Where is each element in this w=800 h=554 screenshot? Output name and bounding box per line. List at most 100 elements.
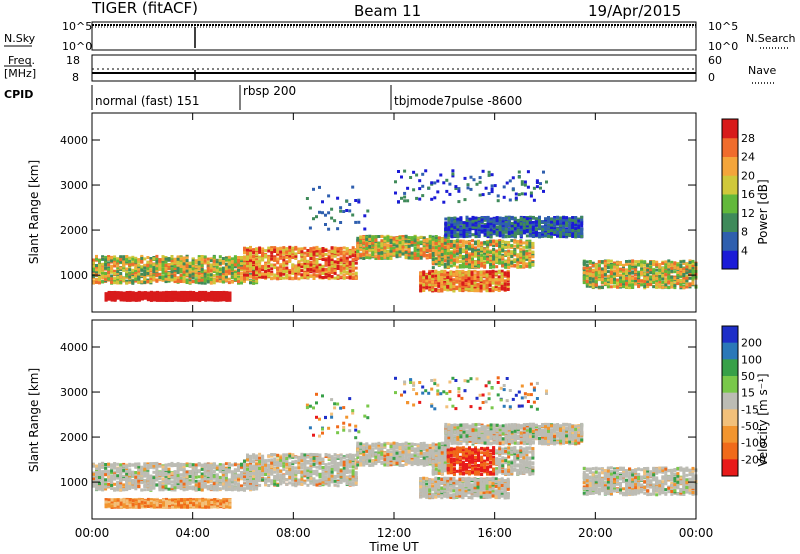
power-cell (149, 280, 153, 284)
power-cell (443, 241, 447, 245)
power-cell (516, 223, 520, 227)
power-cell (240, 271, 243, 275)
power-cell (389, 244, 393, 248)
power-cell (303, 274, 307, 278)
power-cell (571, 226, 575, 230)
power-cell (110, 280, 114, 284)
power-cell (321, 276, 325, 279)
power-cell (428, 244, 432, 248)
power-cell (585, 273, 589, 277)
power-cell (646, 269, 650, 272)
power-cell (98, 268, 101, 272)
power-cell (456, 232, 460, 236)
power-cell (288, 271, 292, 274)
power-cell (203, 279, 207, 283)
power-cell (643, 267, 647, 271)
power-cell (550, 223, 553, 227)
power-cell (422, 248, 426, 252)
power-cell (591, 285, 595, 289)
power-cell (282, 276, 286, 280)
power-cell (519, 222, 523, 226)
power-cell (550, 229, 553, 233)
power-cell (450, 217, 454, 221)
power-cell (422, 236, 426, 240)
power-cell (149, 264, 153, 268)
power-cell (167, 265, 171, 269)
power-cell (333, 271, 337, 275)
power-cell (437, 251, 441, 255)
power-cell (513, 216, 517, 220)
power-cell (519, 258, 523, 262)
power-cell (568, 232, 572, 236)
power-cell (522, 264, 526, 268)
power-cell (483, 232, 487, 236)
power-cell (125, 279, 129, 283)
power-cell (640, 267, 644, 271)
power-cell (237, 271, 240, 275)
power-cell (191, 276, 195, 280)
power-cell (597, 285, 601, 289)
power-cell (158, 278, 162, 282)
power-cell (531, 261, 535, 265)
power-cell (243, 269, 246, 273)
power-cell (562, 216, 566, 220)
power-cell (486, 217, 490, 221)
power-cell (609, 275, 613, 279)
power-cell (276, 250, 280, 254)
power-cell (351, 250, 355, 254)
power-cell (562, 228, 566, 232)
power-cell (588, 260, 592, 264)
power-cell (227, 260, 231, 263)
power-cell (577, 217, 581, 221)
power-cell (631, 259, 635, 263)
power-cell (185, 278, 189, 282)
power-cell (443, 238, 447, 242)
power-cell (519, 248, 523, 252)
power-cell (300, 276, 304, 280)
power-cell (389, 254, 393, 258)
power-cell (619, 273, 622, 277)
power-cell (95, 257, 98, 261)
power-cell (440, 253, 444, 257)
power-cell (392, 240, 396, 244)
power-cell (431, 249, 435, 252)
power-cell (173, 279, 177, 283)
power-cell (188, 270, 192, 274)
power-cell (243, 255, 246, 259)
power-cell (279, 272, 283, 276)
power-cell (218, 261, 222, 265)
power-cell (285, 254, 289, 258)
power-cell (468, 242, 471, 246)
power-cell (519, 234, 523, 237)
power-cell (230, 271, 234, 275)
power-cell (134, 279, 138, 283)
power-cell (164, 267, 168, 271)
power-cell (258, 261, 262, 265)
power-cell (538, 216, 541, 220)
power-cell (282, 267, 286, 270)
power-cell (110, 256, 114, 260)
power-cell (501, 244, 505, 248)
power-cell (380, 248, 384, 252)
power-cell (279, 250, 283, 254)
power-cell (206, 261, 210, 265)
power-cell (434, 249, 438, 253)
power-cell (577, 232, 581, 236)
power-cell (643, 280, 647, 284)
power-cell (249, 251, 252, 255)
power-cell (425, 246, 429, 250)
power-cell (588, 280, 592, 284)
power-cell (116, 270, 120, 274)
power-cell (434, 246, 438, 250)
power-cell (446, 249, 450, 253)
power-cell (531, 250, 535, 254)
power-cell (368, 242, 372, 245)
frequency-panel: Freq. [MHz] Nave 18 8 60 0 (4, 54, 776, 84)
power-cell (443, 251, 447, 255)
power-cell (324, 263, 328, 266)
power-cell (483, 216, 487, 220)
power-cell (146, 270, 150, 274)
power-cell (200, 264, 204, 268)
power-cell (571, 224, 575, 228)
power-cell (212, 268, 216, 272)
